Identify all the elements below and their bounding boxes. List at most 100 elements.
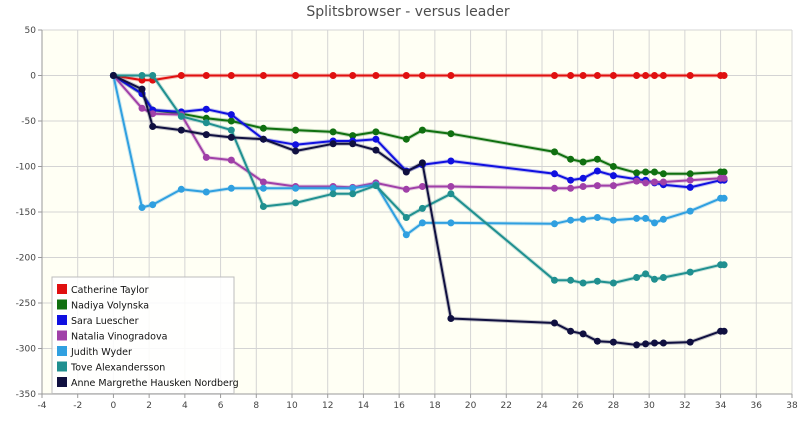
data-point — [329, 190, 337, 198]
x-tick-label: 24 — [536, 401, 548, 411]
data-point — [447, 72, 455, 79]
data-point — [659, 72, 667, 79]
data-point — [551, 72, 558, 79]
data-point — [659, 170, 667, 178]
data-point — [349, 190, 357, 198]
data-point — [551, 184, 558, 192]
x-tick-label: 6 — [218, 401, 224, 411]
data-point — [567, 155, 575, 163]
legend-swatch — [57, 299, 67, 310]
data-point — [259, 203, 267, 210]
data-point — [642, 270, 650, 278]
data-point — [633, 341, 641, 349]
data-point — [567, 276, 575, 284]
data-point — [593, 214, 601, 221]
data-point — [227, 184, 235, 192]
data-point — [109, 72, 117, 79]
x-tick-label: 0 — [111, 401, 117, 411]
data-point — [202, 188, 210, 196]
data-point — [686, 268, 694, 276]
data-point — [227, 111, 235, 119]
legend-swatch — [57, 377, 67, 387]
data-point — [177, 72, 185, 79]
data-point — [651, 219, 658, 227]
data-point — [402, 135, 410, 143]
data-point — [720, 261, 728, 269]
data-point — [202, 119, 210, 127]
legend-swatch — [57, 361, 67, 372]
x-tick-label: 20 — [465, 401, 477, 411]
data-point — [202, 72, 210, 79]
data-point — [202, 131, 210, 139]
data-point — [551, 148, 558, 156]
legend-swatch — [57, 315, 67, 325]
data-point — [642, 72, 650, 79]
data-point — [633, 177, 641, 185]
series-2 — [109, 72, 728, 178]
legend: Catherine Taylor Nadiya Volynska Sara Lues… — [51, 276, 239, 394]
data-point — [593, 167, 601, 175]
data-point — [593, 277, 601, 285]
data-point — [651, 178, 658, 186]
data-point — [567, 176, 575, 184]
y-tick-label: -350 — [16, 390, 37, 400]
data-point — [447, 315, 455, 322]
data-point — [609, 182, 617, 190]
data-point — [149, 110, 157, 118]
chart-title: Splitsbrowser - versus leader — [306, 4, 509, 20]
data-point — [349, 72, 357, 79]
x-tick-label: 32 — [679, 401, 690, 411]
data-point — [720, 72, 728, 79]
data-point — [659, 339, 667, 347]
data-point — [551, 319, 558, 327]
data-point — [292, 126, 300, 134]
y-tick-label: -100 — [16, 163, 37, 173]
data-point — [349, 184, 357, 192]
data-point — [686, 176, 694, 184]
data-point — [292, 72, 300, 79]
data-point — [686, 170, 694, 178]
data-point — [567, 327, 575, 335]
y-tick-label: -300 — [16, 345, 37, 355]
data-point — [593, 72, 601, 79]
legend-label: Sara Luescher — [71, 316, 139, 327]
data-point — [609, 338, 617, 346]
data-point — [138, 85, 146, 93]
data-point — [720, 168, 728, 176]
data-point — [651, 339, 658, 347]
data-point — [329, 72, 337, 79]
data-point — [418, 219, 426, 227]
data-point — [292, 141, 300, 149]
data-point — [447, 219, 455, 227]
data-point — [227, 126, 235, 134]
legend-swatch — [57, 284, 67, 294]
x-tick-label: 8 — [253, 401, 259, 411]
data-point — [609, 216, 617, 224]
y-axis-ticks: 50 0 -50 -100 -150 -200 -250 -300 -350 — [16, 26, 42, 400]
data-point — [579, 72, 587, 79]
x-tick-label: 16 — [393, 401, 405, 411]
data-point — [402, 231, 410, 239]
data-point — [609, 72, 617, 79]
data-point — [593, 155, 601, 163]
x-tick-label: 14 — [358, 401, 370, 411]
series-7 — [109, 72, 728, 349]
data-point — [402, 72, 410, 79]
data-point — [292, 199, 300, 207]
data-point — [447, 190, 455, 198]
data-point — [418, 159, 426, 167]
y-tick-label: -250 — [16, 299, 37, 309]
data-point — [642, 168, 650, 176]
data-point — [720, 327, 728, 335]
data-point — [651, 168, 658, 176]
data-point — [292, 147, 300, 155]
data-point — [177, 126, 185, 134]
data-point — [567, 216, 575, 224]
data-point — [402, 214, 410, 221]
data-point — [259, 135, 267, 143]
data-point — [567, 72, 575, 79]
data-point — [227, 117, 235, 125]
x-tick-label: 38 — [786, 401, 798, 411]
data-point — [202, 153, 210, 161]
